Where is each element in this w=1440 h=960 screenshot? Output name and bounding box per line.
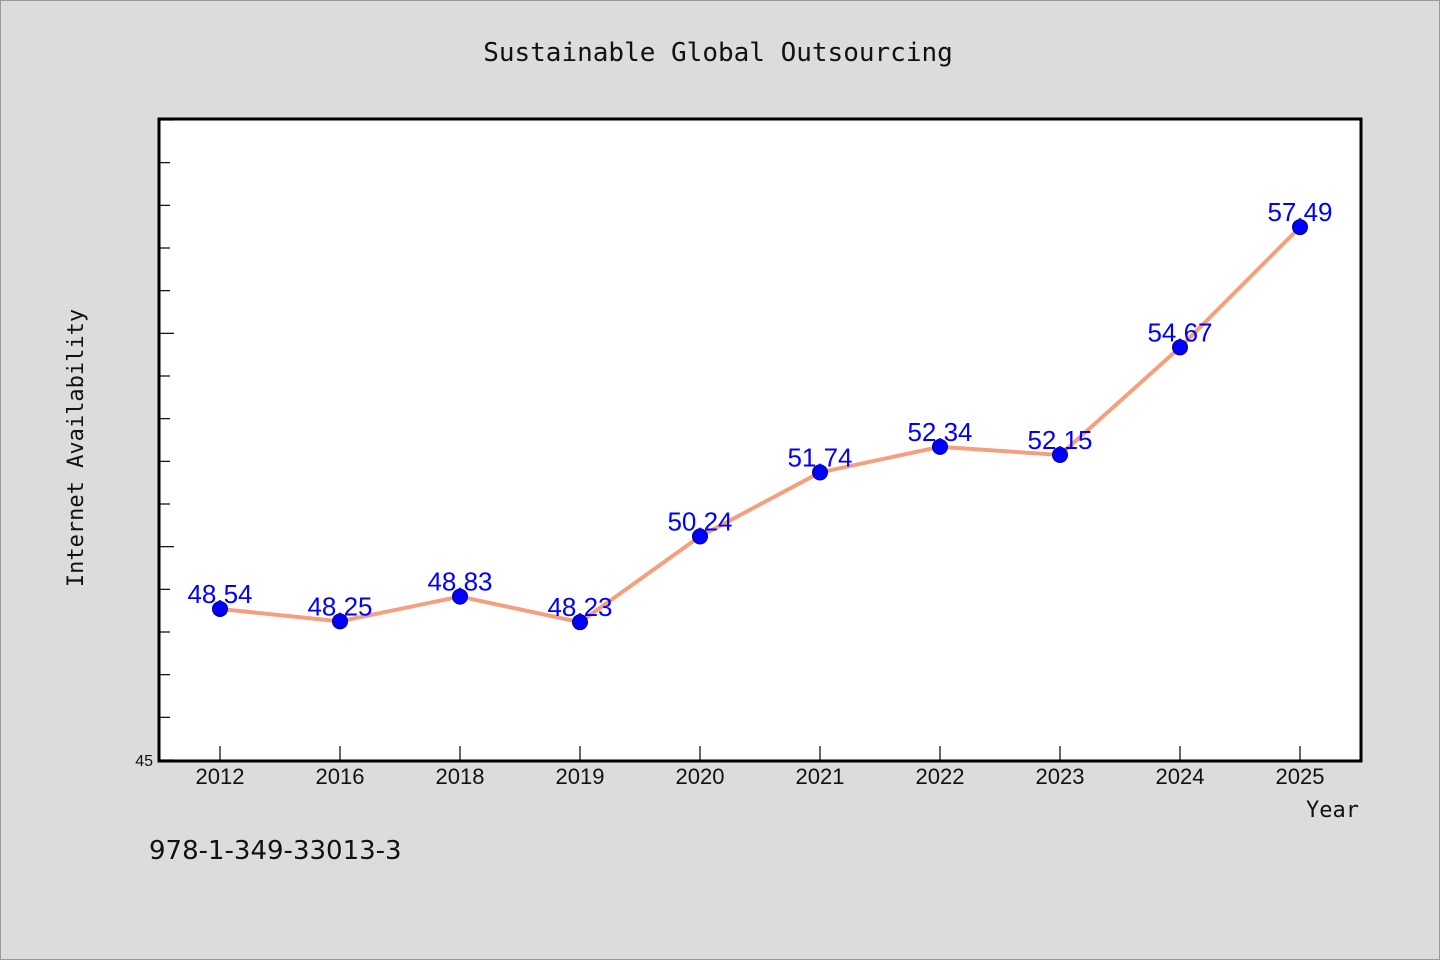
x-tick-label: 2020 (676, 764, 725, 789)
data-label: 48.23 (547, 592, 612, 622)
data-label: 51.74 (787, 442, 852, 472)
data-point (212, 600, 228, 617)
data-label: 52.15 (1027, 425, 1092, 455)
data-point (692, 528, 708, 545)
data-label: 48.83 (427, 567, 492, 597)
x-tick-label: 2023 (1036, 764, 1085, 789)
data-label: 52.34 (907, 417, 972, 447)
series-line (219, 225, 1302, 625)
y-axis-label: Internet Availability (64, 309, 89, 587)
chart-title: Sustainable Global Outsourcing (483, 38, 953, 68)
series-availability: 48.54 48.25 48.83 48.23 50.24 51.74 52.34 52.15… (187, 197, 1333, 631)
data-label: 57.49 (1267, 197, 1332, 227)
data-point (932, 438, 948, 455)
data-label: 54.67 (1147, 317, 1212, 347)
x-tick-label: 2022 (916, 764, 965, 789)
x-axis-ticks: 2012 2016 2018 2019 2020 2021 2022 2023 2024 2025 (196, 746, 1325, 789)
footer-isbn: 978-1-349-33013-3 (149, 836, 402, 866)
data-label: 50.24 (667, 506, 732, 536)
plot-area (157, 117, 1363, 763)
data-point (332, 613, 348, 630)
x-axis-label: Year (1306, 798, 1359, 823)
data-point (1292, 219, 1308, 236)
data-point (1052, 446, 1068, 463)
x-tick-label: 2019 (556, 764, 605, 789)
x-tick-label: 2016 (316, 764, 365, 789)
data-point (572, 614, 588, 631)
y-axis-ticks: 45 (135, 119, 174, 770)
x-tick-label: 2021 (796, 764, 845, 789)
x-tick-label: 2012 (196, 764, 245, 789)
data-label: 48.25 (307, 591, 372, 621)
y-tick-label: 45 (135, 753, 153, 770)
data-point (1172, 339, 1188, 356)
data-point (812, 464, 828, 481)
data-label: 48.54 (187, 579, 252, 609)
x-tick-label: 2025 (1276, 764, 1325, 789)
x-tick-label: 2018 (436, 764, 485, 789)
x-tick-label: 2024 (1156, 764, 1205, 789)
data-point (452, 588, 468, 605)
